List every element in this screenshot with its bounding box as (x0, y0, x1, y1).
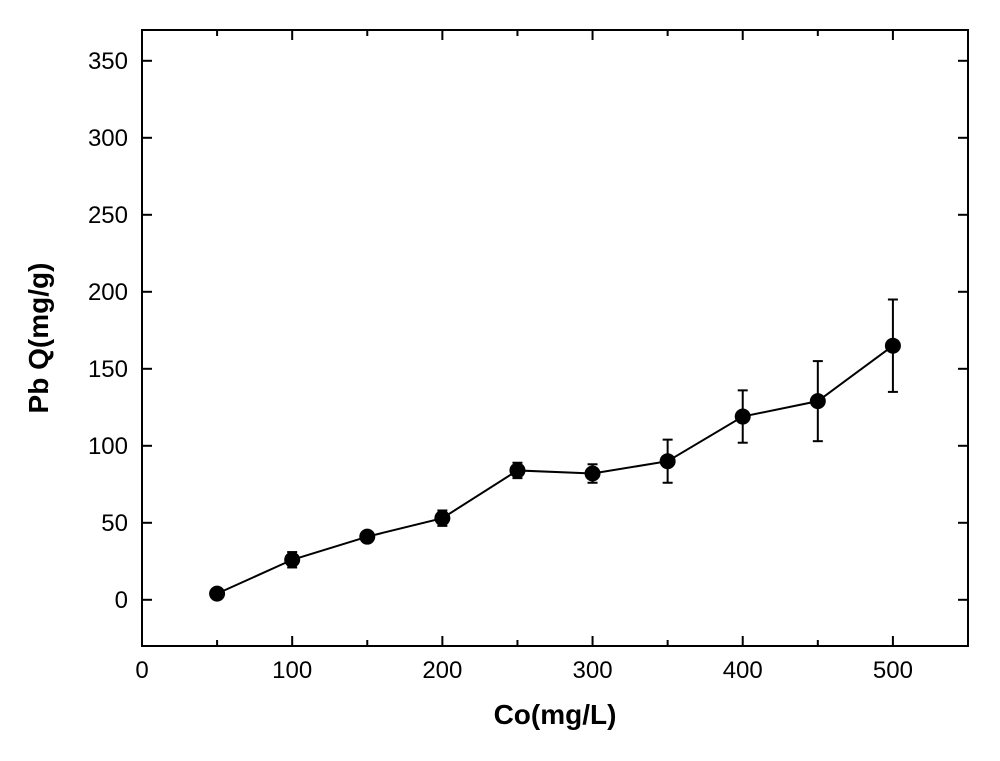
y-tick-label: 300 (88, 125, 128, 152)
x-tick-label: 500 (873, 657, 913, 684)
x-tick-label: 300 (573, 657, 613, 684)
data-point (434, 510, 450, 526)
y-tick-label: 0 (115, 587, 128, 614)
data-point (284, 552, 300, 568)
data-point (209, 586, 225, 602)
y-axis-label: Pb Q(mg/g) (23, 263, 54, 414)
x-tick-label: 200 (422, 657, 462, 684)
chart-container: 0 100 200 300 400 500 0 50 100 150 200 250 300 350 Co(… (0, 0, 1000, 761)
y-tick-label: 100 (88, 433, 128, 460)
y-tick-label: 250 (88, 202, 128, 229)
y-tick-label: 50 (101, 510, 128, 537)
y-tick-label: 150 (88, 356, 128, 383)
data-point (735, 409, 751, 425)
y-tick-label: 200 (88, 279, 128, 306)
line-chart: 0 100 200 300 400 500 0 50 100 150 200 250 300 350 Co(… (0, 0, 1000, 761)
x-tick-label: 0 (135, 657, 148, 684)
data-point (509, 462, 525, 478)
data-point (359, 529, 375, 545)
x-tick-label: 100 (272, 657, 312, 684)
data-point (885, 338, 901, 354)
x-axis-label: Co(mg/L) (494, 699, 617, 730)
data-point (810, 393, 826, 409)
y-tick-label: 350 (88, 48, 128, 75)
data-point (660, 453, 676, 469)
data-point (585, 466, 601, 482)
x-tick-label: 400 (723, 657, 763, 684)
